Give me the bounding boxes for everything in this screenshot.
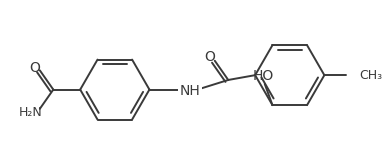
Text: HO: HO: [252, 69, 273, 83]
Text: O: O: [30, 61, 40, 75]
Text: O: O: [204, 50, 216, 64]
Text: CH₃: CH₃: [359, 69, 382, 82]
Text: NH: NH: [179, 85, 200, 98]
Text: H₂N: H₂N: [18, 106, 42, 119]
